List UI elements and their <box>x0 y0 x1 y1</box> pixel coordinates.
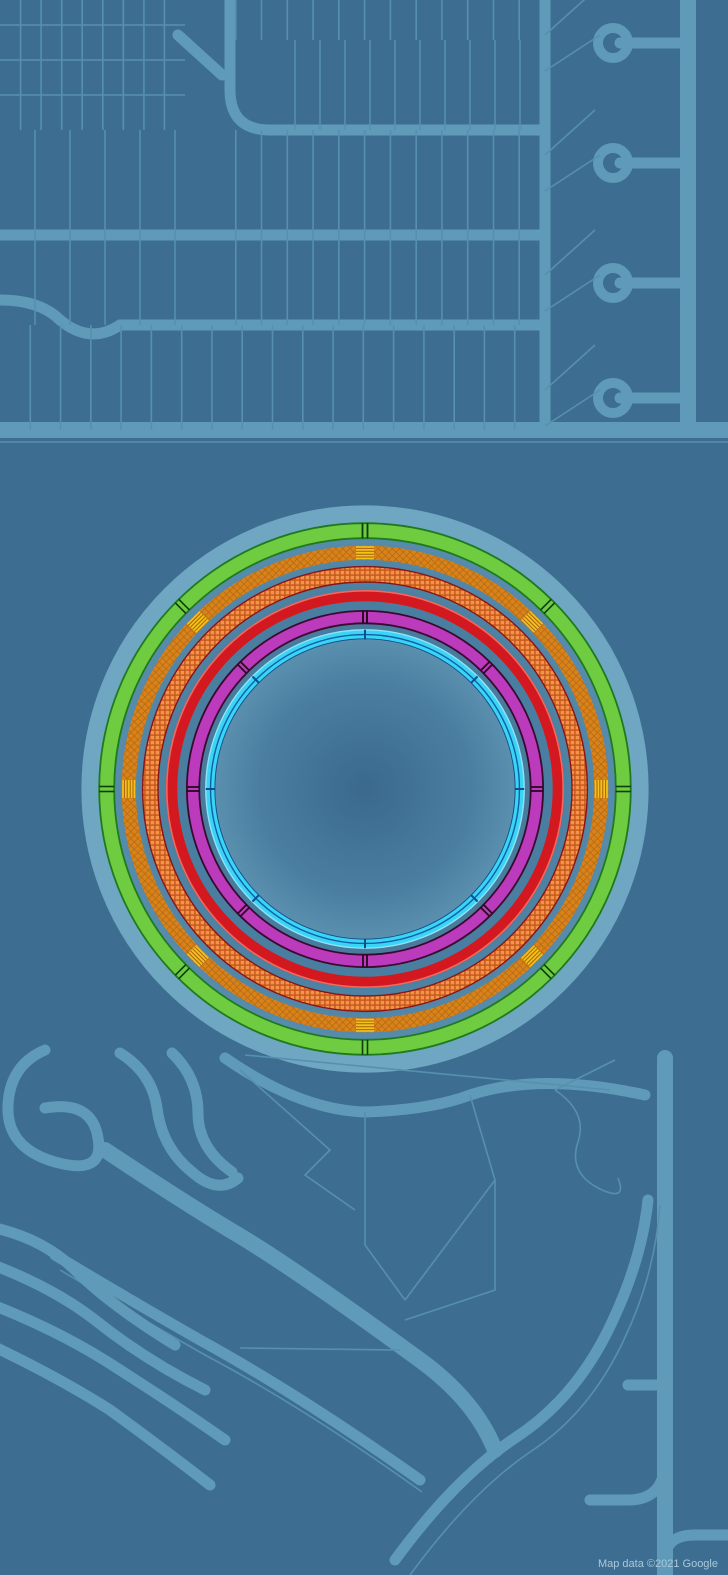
svg-text:Map data ©2021 Google: Map data ©2021 Google <box>598 1558 718 1570</box>
